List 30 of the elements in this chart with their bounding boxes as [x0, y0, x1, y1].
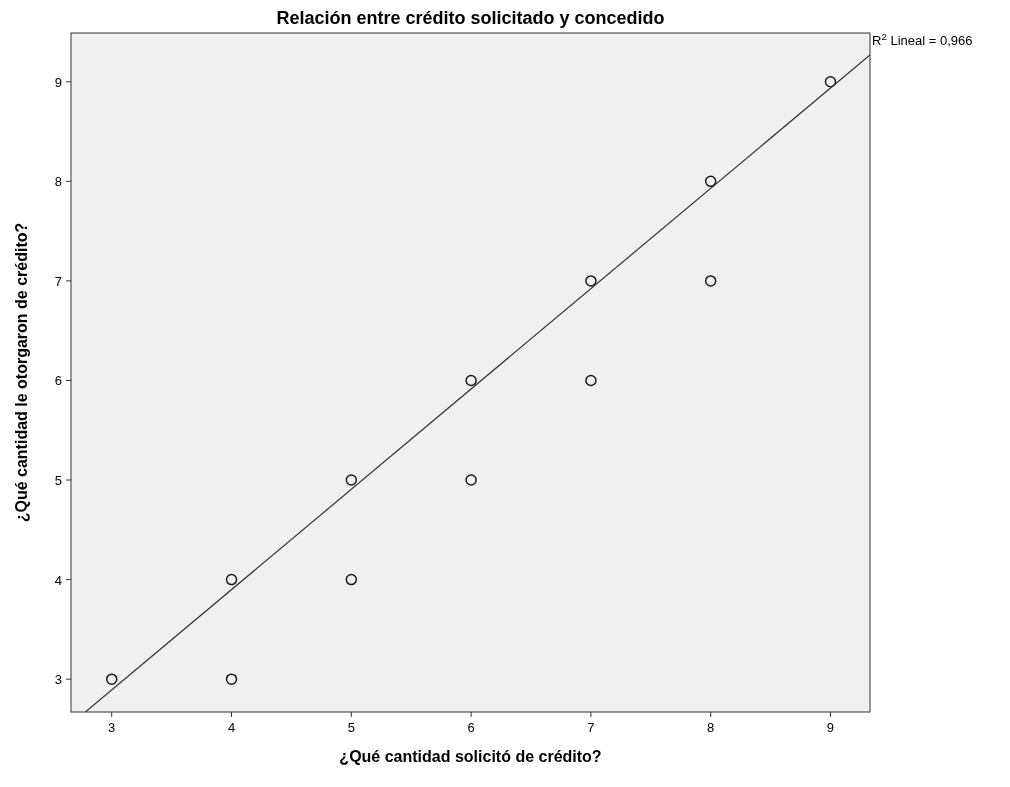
- x-tick-label: 4: [227, 720, 236, 735]
- x-axis-title: ¿Qué cantidad solicitó de crédito?: [339, 748, 602, 765]
- point: [345, 474, 358, 486]
- y-tick-label: 5: [54, 473, 62, 489]
- text: R$^{2}$ Lineal = 0,966: [872, 30, 973, 48]
- point: [585, 374, 597, 387]
- point: [465, 474, 477, 486]
- point: [824, 76, 837, 88]
- y-tick-label: 9: [54, 74, 62, 90]
- y-tick-label: 3: [54, 672, 62, 688]
- x-tick-label: 7: [587, 720, 595, 735]
- y-axis-title: ¿Qué cantidad le otorgaron de crédito?: [13, 222, 30, 523]
- point: [105, 673, 118, 685]
- point: [704, 275, 717, 287]
- y-tick-label: 8: [54, 174, 62, 190]
- y-tick-label: 6: [54, 373, 62, 389]
- x-tick-label: 5: [347, 720, 355, 735]
- x-tick-label: 9: [826, 720, 835, 735]
- y-tick-label: 4: [54, 572, 62, 588]
- point: [704, 175, 717, 188]
- point: [465, 374, 477, 387]
- x-tick-label: 3: [108, 720, 116, 735]
- point: [345, 573, 358, 586]
- y-tick-label: 7: [54, 273, 62, 289]
- x-tick-label: 8: [707, 720, 715, 735]
- point: [585, 275, 597, 287]
- point: [225, 673, 238, 685]
- x-tick-label: 6: [467, 720, 475, 735]
- chart-title: Relación entre crédito solicitado y concedido: [276, 8, 665, 28]
- point: [225, 573, 238, 586]
